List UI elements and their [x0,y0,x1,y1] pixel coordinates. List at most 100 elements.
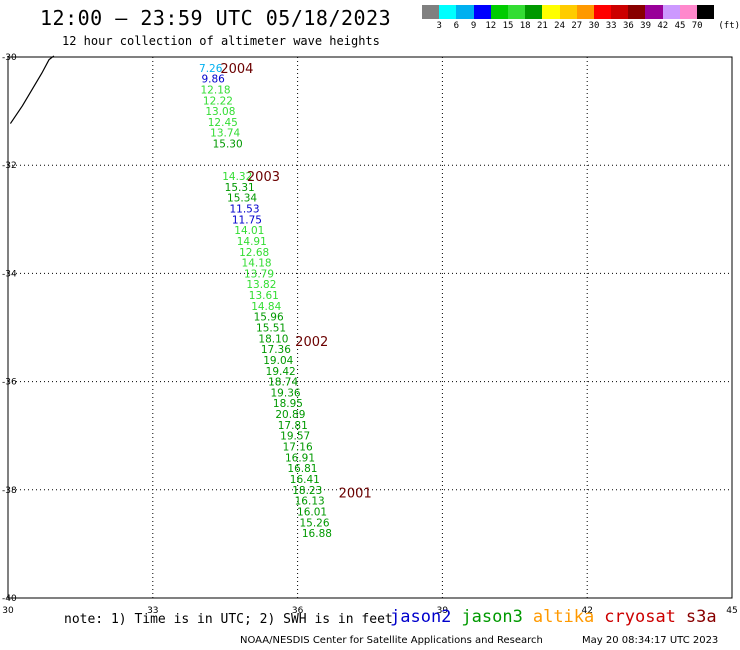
lat-tick-label: -40 [2,594,17,604]
color-scale-label: 6 [453,21,460,31]
coastline [9,55,55,124]
swh-value: 18.95 [273,398,303,410]
swh-value: 19.42 [266,366,296,378]
swh-value: 17.36 [261,344,291,356]
swh-value: 16.91 [285,452,315,464]
color-swatch [697,5,715,19]
color-scale-label: 24 [554,21,566,31]
color-swatch [490,5,508,19]
units-note: note: 1) Time is in UTC; 2) SWH is in fe… [64,612,393,627]
color-scale-label: 21 [536,21,548,31]
color-swatch [593,5,612,19]
swh-value: 12.18 [201,84,231,96]
satellite-legend-s3a: s3a [685,607,717,627]
generated-timestamp: May 20 08:34:17 UTC 2023 [582,635,719,646]
swh-value: 14.01 [234,225,264,237]
swh-value: 19.04 [263,355,293,367]
color-scale-label: 30 [588,21,600,31]
color-scale-label: 3 [436,21,442,31]
swh-value: 12.45 [208,117,238,129]
swh-value: 13.82 [246,279,276,291]
swh-value: 9.86 [201,74,225,86]
swh-value: 16.01 [297,506,327,518]
swh-value: 19.36 [271,387,301,399]
color-scale-label: 39 [640,21,652,31]
swh-value: 18.74 [268,377,298,389]
credit-text: NOAA/NESDIS Center for Satellite Applica… [240,635,543,646]
swh-value: 14.91 [237,236,267,248]
map-frame [7,56,733,599]
time-label: 2004 [220,62,253,77]
page-subtitle: 12 hour collection of altimeter wave hei… [62,34,380,48]
lon-tick-label: 33 [147,606,158,616]
swh-value: 11.53 [229,203,259,215]
lat-tick-label: -36 [2,378,17,388]
color-scale-bar [422,5,715,19]
color-swatch [679,5,697,19]
swh-value: 16.88 [302,528,332,540]
swh-value: 15.31 [225,182,255,194]
color-scale-labels: 3 6 9 12 15 18 21 24 27 30 33 36 39 42 45 70 (ft) [422,21,740,35]
time-label: 2003 [247,170,280,185]
color-swatch [628,5,646,19]
lat-tick-label: -30 [2,53,17,63]
swh-value: 16.81 [287,463,317,475]
swh-value: 13.74 [210,128,240,140]
lon-tick-label: 42 [581,606,592,616]
lon-tick-label: 39 [437,606,449,616]
time-label: 2002 [295,335,328,350]
swh-value: 19.57 [280,431,310,443]
lat-tick-label: -34 [2,269,17,279]
color-scale-label: 70 [691,21,703,31]
swh-value: 15.26 [299,517,329,529]
color-swatch [439,5,457,19]
color-swatch [542,5,560,19]
lon-tick-label: 45 [726,606,737,616]
swh-value: 15.51 [256,323,286,335]
color-scale-label: 15 [502,21,514,31]
swh-value: 15.30 [213,139,243,151]
satellite-legend-cryosat: cryosat [604,607,676,627]
swh-value: 11.75 [232,214,262,226]
color-swatch [422,5,440,19]
color-swatch [525,5,543,19]
color-scale-label: 42 [657,21,669,31]
lat-tick-label: -38 [2,486,17,496]
color-scale-label: 45 [674,21,686,31]
color-scale-label: 18 [519,21,531,31]
swh-value: 14.32 [222,171,252,183]
color-swatch [507,5,526,19]
swh-value: 18.10 [258,333,288,345]
color-swatch [473,5,491,19]
color-scale-label: 36 [622,21,634,31]
satellite-legend: jason2 jason3 altika cryosat s3a [390,607,727,627]
color-swatch [611,5,629,19]
swh-value: 13.08 [205,106,235,118]
color-swatch [645,5,663,19]
swh-value: 12.68 [239,247,269,259]
swh-value: 13.79 [244,268,274,280]
swh-value: 12.22 [203,95,233,107]
color-scale-label: 33 [605,21,617,31]
color-swatch [662,5,680,19]
swh-value: 13.61 [249,290,279,302]
page-title: 12:00 – 23:59 UTC 05/18/2023 [40,6,392,30]
color-swatch [559,5,577,19]
swh-value: 15.96 [254,312,284,324]
time-label: 2001 [339,487,372,502]
lat-tick-label: -32 [2,161,17,171]
swh-value: 17.16 [283,442,313,454]
swh-value: 20.89 [275,409,305,421]
color-scale-label: 27 [571,21,583,31]
swh-value: 14.84 [251,301,281,313]
color-swatch [456,5,474,19]
swh-value: 16.13 [295,496,325,508]
swh-value: 18.23 [292,485,322,497]
swh-value: 14.18 [242,258,272,270]
lon-tick-label: 30 [2,606,14,616]
lon-tick-label: 36 [292,606,304,616]
swh-value: 15.34 [227,193,257,205]
swh-value: 7.26 [199,63,223,75]
color-scale-unit: (ft) [718,21,740,31]
